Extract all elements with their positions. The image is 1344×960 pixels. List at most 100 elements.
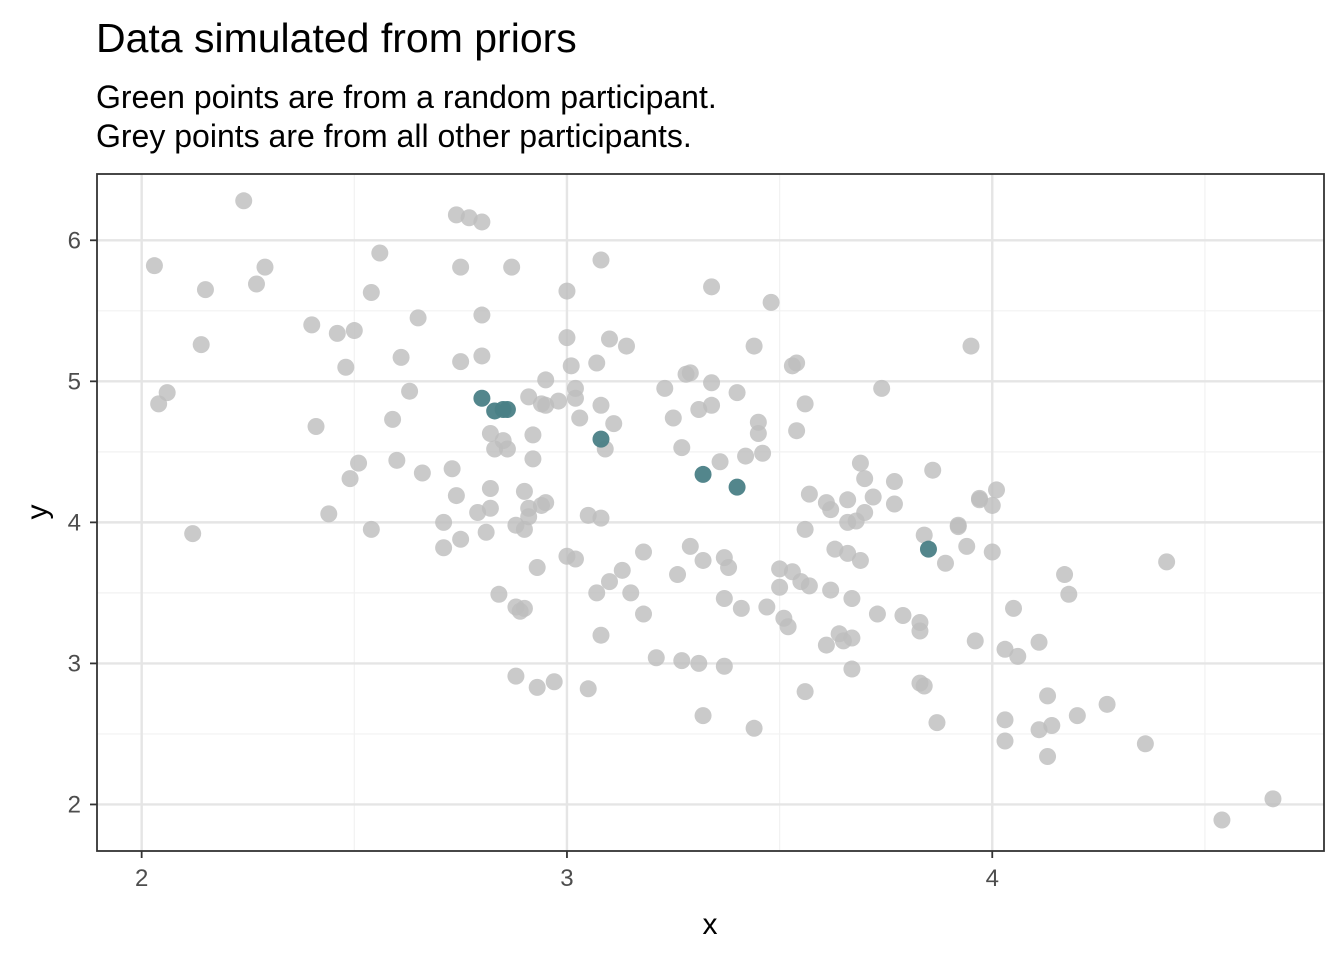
grey-point — [345, 322, 363, 340]
grey-point — [605, 415, 623, 433]
grey-point — [664, 409, 682, 427]
grey-point — [524, 450, 542, 468]
grey-point — [247, 275, 265, 293]
grey-point — [647, 649, 665, 667]
grey-point — [473, 306, 491, 324]
grey-point — [983, 496, 1001, 514]
grey-point — [588, 584, 606, 602]
grey-point — [1264, 790, 1282, 808]
axes: 2 3 4 2 3 4 5 6 — [68, 227, 999, 892]
grey-point — [843, 629, 861, 647]
grey-point — [307, 417, 325, 435]
grey-point — [711, 453, 729, 471]
subtitle-line-1: Green points are from a random participa… — [96, 79, 717, 115]
grey-point — [579, 506, 597, 524]
x-tick-label: 2 — [135, 865, 148, 892]
grey-point — [328, 324, 346, 342]
y-tick-label: 6 — [68, 227, 81, 254]
grey-point — [528, 559, 546, 577]
grey-point — [885, 495, 903, 513]
grey-point — [826, 540, 844, 558]
grey-point — [958, 537, 976, 555]
grey-point — [843, 660, 861, 678]
green-points-series — [473, 389, 937, 558]
grey-point — [1005, 599, 1023, 617]
grey-point — [515, 482, 533, 500]
grey-point — [856, 504, 874, 521]
grey-point — [788, 354, 806, 372]
grey-point — [562, 357, 580, 375]
grey-point — [303, 316, 321, 334]
grey-point — [885, 472, 903, 490]
grey-point — [447, 487, 465, 505]
grey-point — [988, 481, 1006, 499]
grey-point — [971, 489, 989, 507]
grey-point — [796, 520, 814, 538]
green-point — [498, 401, 516, 419]
grey-point — [996, 732, 1014, 750]
x-tick-label: 4 — [986, 865, 999, 892]
grey-point — [1009, 647, 1027, 665]
grey-point — [635, 543, 653, 561]
grey-point — [158, 384, 176, 402]
grey-point — [822, 581, 840, 599]
grey-point — [924, 461, 942, 479]
grey-point — [256, 258, 274, 276]
grey-point — [669, 566, 687, 584]
grey-point — [843, 590, 861, 608]
y-tick-label: 3 — [68, 650, 81, 677]
grey-point — [762, 293, 780, 311]
grey-point — [477, 523, 495, 541]
grey-point — [1060, 585, 1078, 603]
grey-point — [392, 348, 410, 366]
grey-point — [703, 396, 721, 414]
panel-border — [96, 173, 1325, 852]
grey-points-series — [145, 192, 1282, 829]
grey-point — [558, 329, 576, 347]
grey-point — [868, 605, 886, 623]
grey-point — [894, 606, 912, 624]
grey-point — [996, 711, 1014, 729]
grey-point — [635, 605, 653, 623]
grey-point — [537, 396, 555, 414]
grey-point — [673, 652, 691, 670]
grey-point — [800, 485, 818, 503]
grey-point — [481, 499, 499, 517]
grey-point — [452, 530, 470, 548]
grey-point — [1136, 735, 1154, 753]
grey-point — [507, 667, 525, 685]
grey-point — [524, 426, 542, 444]
grey-point — [481, 480, 499, 498]
grey-point — [690, 401, 708, 419]
grey-point — [566, 550, 584, 568]
grey-point — [873, 379, 891, 397]
green-point — [728, 478, 746, 496]
grey-point — [983, 543, 1001, 561]
grey-point — [235, 192, 253, 210]
grey-point — [681, 364, 699, 382]
grey-point — [839, 544, 857, 562]
grey-point — [864, 488, 882, 506]
grey-point — [839, 491, 857, 509]
grey-point — [520, 499, 538, 517]
grey-point — [673, 439, 691, 457]
grey-point — [715, 590, 733, 608]
grey-point — [720, 559, 738, 577]
grey-point — [469, 504, 487, 521]
grey-point — [690, 654, 708, 672]
grey-point — [592, 251, 610, 269]
grey-point — [196, 281, 214, 299]
grey-point — [443, 460, 461, 478]
green-point — [592, 430, 610, 448]
grey-point — [371, 244, 389, 262]
grey-point — [915, 526, 933, 544]
grey-point — [1043, 716, 1061, 734]
grey-point — [745, 337, 763, 355]
grey-point — [566, 379, 584, 397]
grey-point — [545, 673, 563, 691]
grey-point — [592, 626, 610, 644]
grey-point — [401, 382, 419, 400]
grey-point — [600, 330, 618, 348]
grey-point — [435, 539, 453, 557]
